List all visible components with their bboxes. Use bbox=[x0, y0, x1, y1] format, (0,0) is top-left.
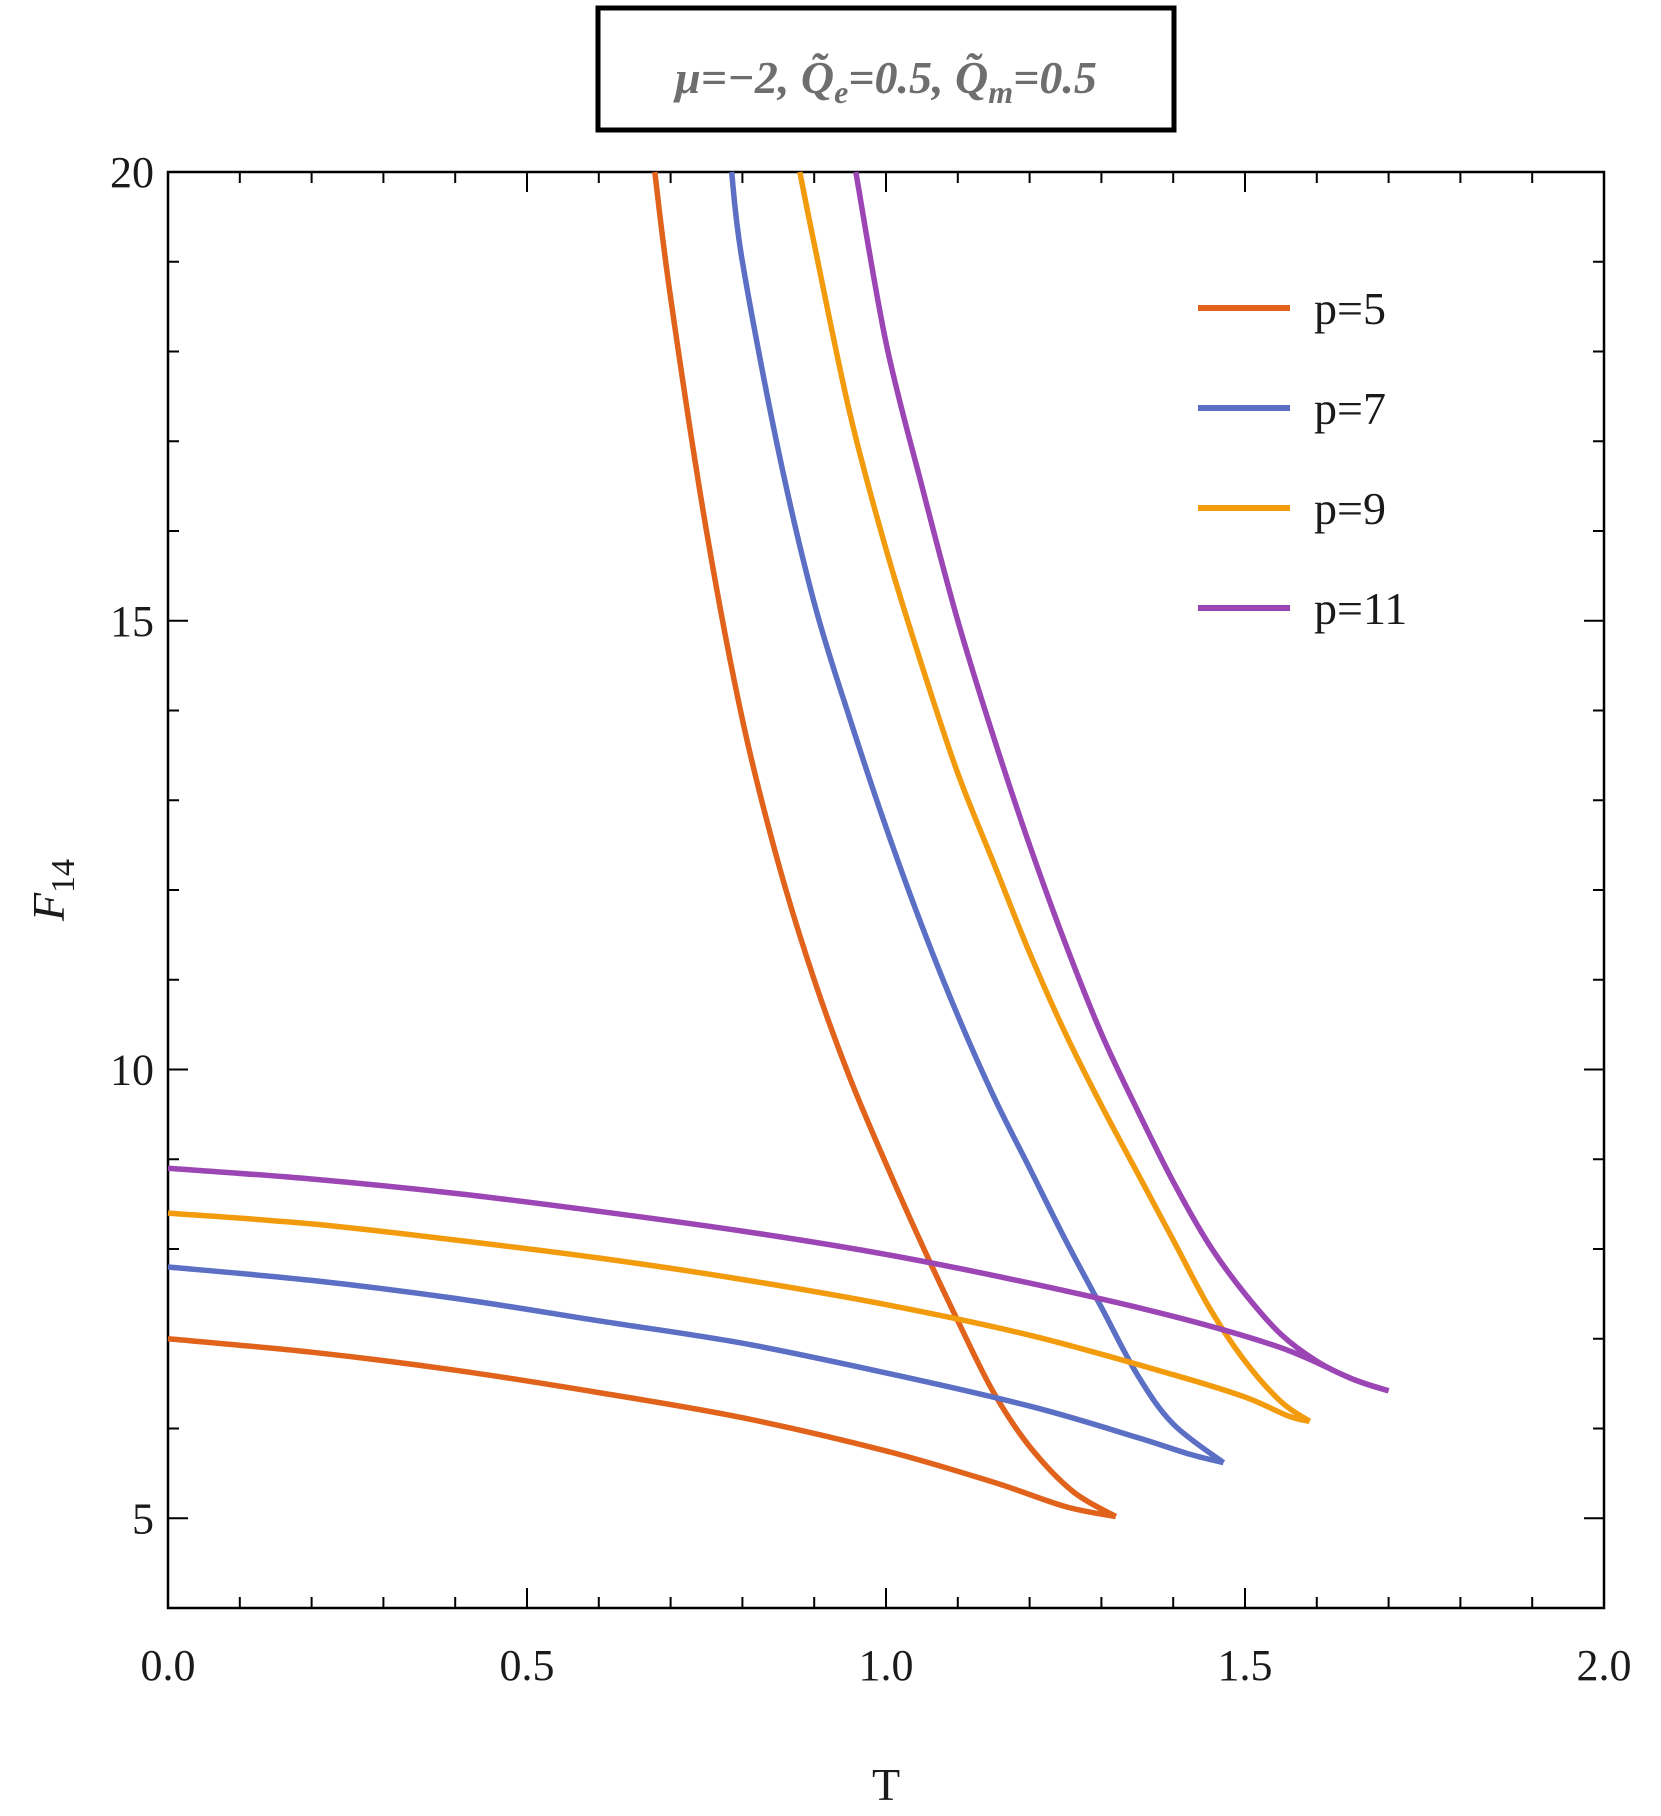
series-lines bbox=[167, 171, 1390, 1520]
title-text: μ=−2, Q̃e=0.5, Q̃m=0.5 bbox=[673, 52, 1097, 110]
x-tick-label: 1.0 bbox=[859, 1641, 914, 1690]
y-axis-label: F14 bbox=[23, 859, 82, 922]
y-tick-label: 5 bbox=[132, 1494, 154, 1543]
series-p5-lower-branch bbox=[167, 1336, 1117, 1520]
legend-label-p7: p=7 bbox=[1314, 383, 1386, 434]
series-p7-lower-branch bbox=[167, 1264, 1225, 1466]
x-tick-label: 2.0 bbox=[1577, 1641, 1632, 1690]
title-box bbox=[595, 5, 1177, 133]
title-qm-base: Q̃ bbox=[955, 52, 988, 103]
y-tick-label: 10 bbox=[110, 1046, 154, 1095]
title-mu: μ=−2, bbox=[673, 52, 801, 103]
y-tick-label: 15 bbox=[110, 597, 154, 646]
chart-title: μ=−2, Q̃e=0.5, Q̃m=0.5 bbox=[595, 5, 1177, 133]
series-p9-upper-branch bbox=[797, 171, 1312, 1424]
y-axis-label-sub: 14 bbox=[45, 859, 82, 893]
series-p11-upper-branch bbox=[853, 171, 1390, 1394]
title-qe-base: Q̃ bbox=[801, 52, 834, 103]
title-qm-val: =0.5 bbox=[1013, 52, 1097, 103]
legend-label-p5: p=5 bbox=[1314, 283, 1386, 334]
y-axis-label-group: F14 bbox=[23, 859, 82, 922]
x-tick-label: 1.5 bbox=[1218, 1641, 1273, 1690]
axis-tick-labels: 0.0 0.5 1.0 1.5 2.0 5 10 15 20 bbox=[110, 148, 1632, 1690]
series-p9-lower-branch bbox=[167, 1210, 1311, 1424]
series-p7-upper-branch bbox=[728, 171, 1226, 1465]
series-p11-lower-branch bbox=[167, 1165, 1390, 1394]
legend: p=5 p=7 p=9 p=11 bbox=[1198, 283, 1407, 634]
legend-label-p9: p=9 bbox=[1314, 483, 1386, 534]
title-qe-sub: e bbox=[834, 74, 848, 110]
x-tick-label: 0.5 bbox=[500, 1641, 555, 1690]
axis-ticks bbox=[167, 171, 1605, 1609]
x-tick-label: 0.0 bbox=[141, 1641, 196, 1690]
legend-label-p11: p=11 bbox=[1314, 583, 1407, 634]
series-p5-upper-branch bbox=[652, 171, 1118, 1519]
title-qm-sub: m bbox=[988, 74, 1013, 110]
y-axis-label-base: F bbox=[23, 892, 74, 922]
x-axis-label: T bbox=[872, 1759, 900, 1810]
y-tick-label: 20 bbox=[110, 148, 154, 197]
plot-frame bbox=[166, 170, 1606, 1610]
title-qe-val: =0.5, bbox=[848, 52, 955, 103]
